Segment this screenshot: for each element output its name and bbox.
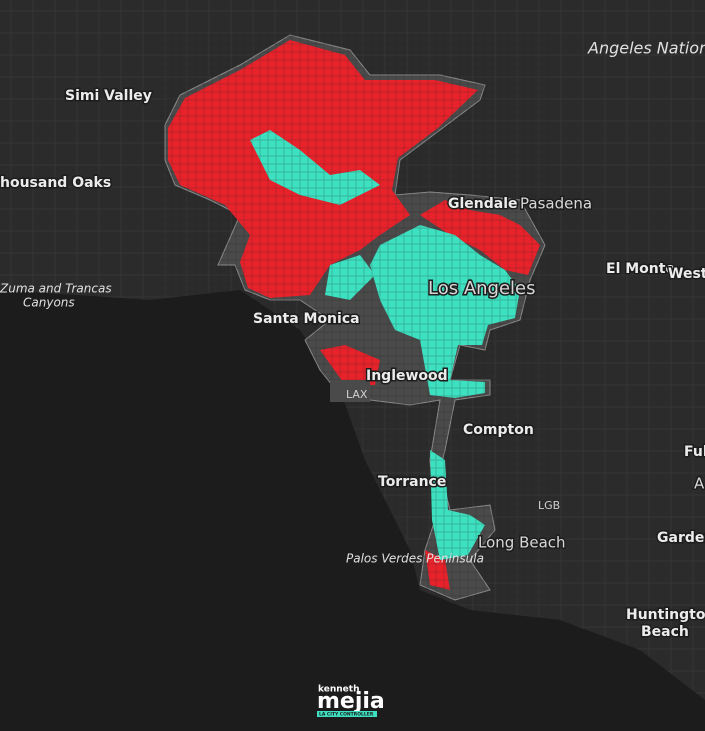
place-label: Canyons — [23, 296, 75, 310]
street-texture — [160, 30, 550, 610]
place-label: Los Angeles — [428, 278, 536, 299]
place-label: West C — [668, 266, 705, 282]
place-label: Huntington — [626, 607, 705, 623]
place-label: Inglewood — [366, 368, 448, 384]
place-label: Garden — [657, 530, 705, 546]
place-label: Palos Verdes Peninsula — [346, 552, 484, 566]
place-label: LGB — [538, 499, 560, 512]
place-label: Glendale — [448, 196, 518, 212]
place-label: LAX — [346, 388, 368, 401]
logo-top: kenneth — [318, 685, 359, 695]
place-label: Compton — [463, 422, 534, 438]
place-label: Santa Monica — [253, 311, 360, 327]
place-label: Angeles Nationa — [587, 39, 705, 58]
place-label: Pasadena — [520, 195, 592, 213]
logo: kenneth mejia LA CITY CONTROLLER — [317, 685, 385, 718]
place-label: A — [694, 475, 705, 493]
lax-area — [330, 380, 370, 402]
place-label: Long Beach — [478, 534, 566, 552]
place-label: Simi Valley — [65, 88, 152, 104]
logo-subtitle: LA CITY CONTROLLER — [319, 712, 374, 718]
place-label: Ful — [684, 444, 705, 460]
place-label: housand Oaks — [0, 175, 111, 191]
place-label: El Monte — [606, 261, 675, 277]
logo-name: mejia — [317, 689, 385, 714]
place-label: Torrance — [378, 474, 446, 490]
place-label: Beach — [641, 624, 689, 640]
place-label: Zuma and Trancas — [0, 282, 112, 296]
logo-bar — [317, 711, 377, 717]
